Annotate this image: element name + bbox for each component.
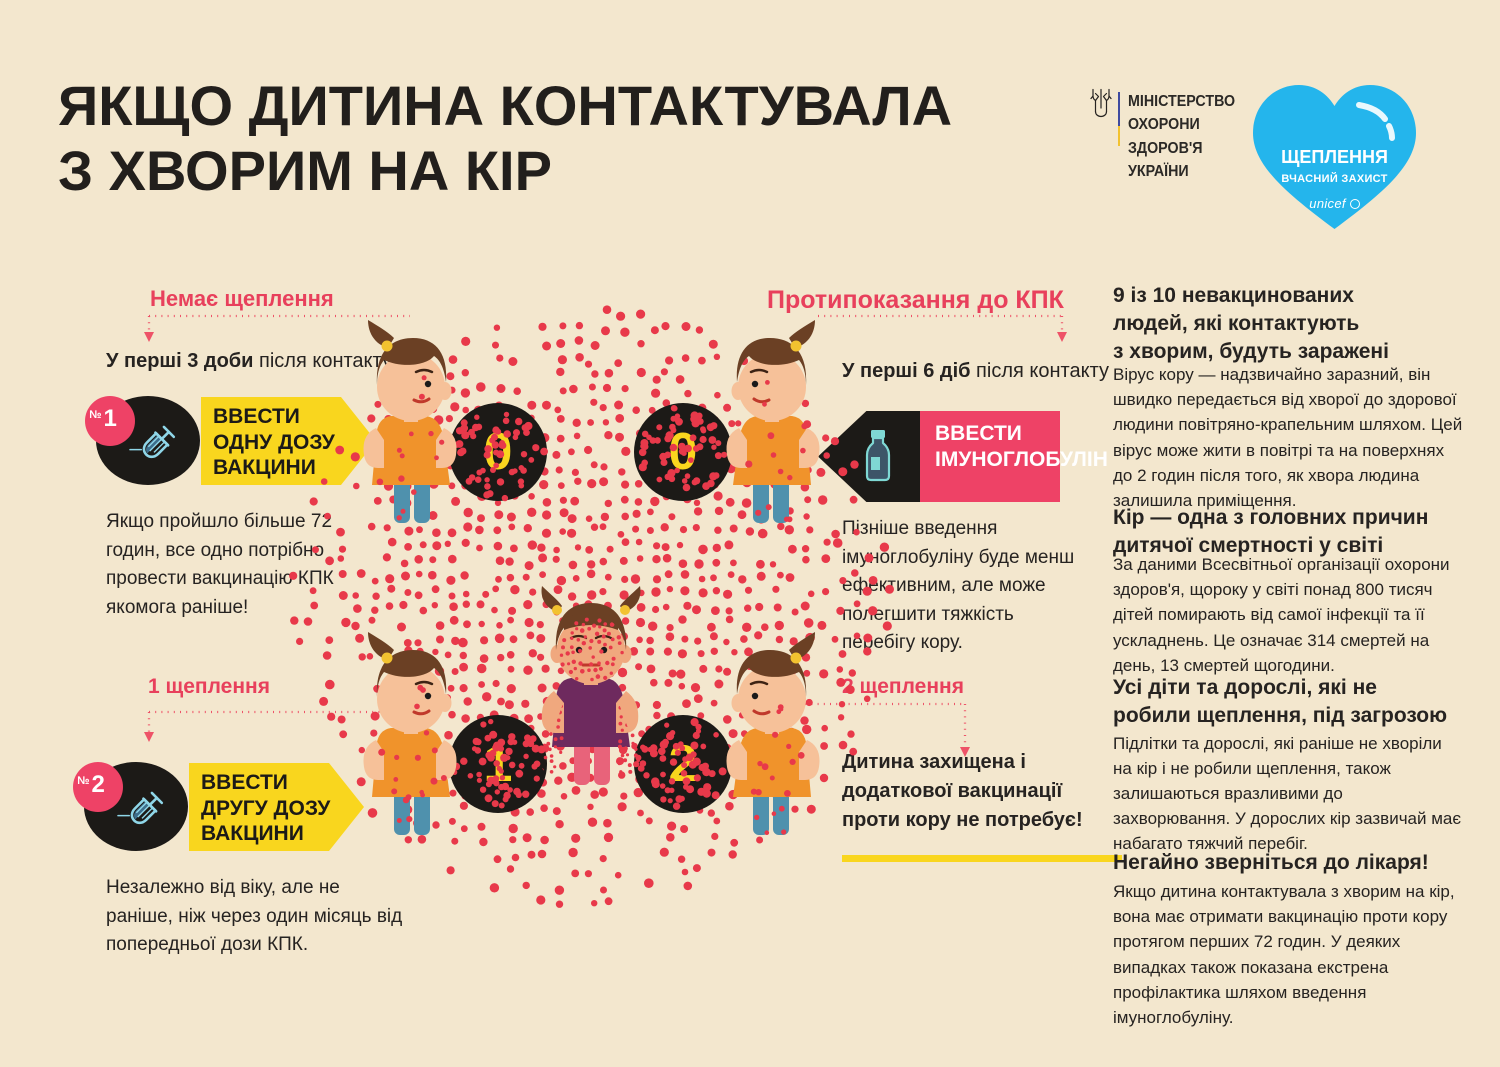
svg-text:0: 0 [669,423,698,481]
svg-text:1: 1 [484,735,513,793]
svg-text:0: 0 [484,423,513,481]
svg-text:2: 2 [669,735,698,793]
